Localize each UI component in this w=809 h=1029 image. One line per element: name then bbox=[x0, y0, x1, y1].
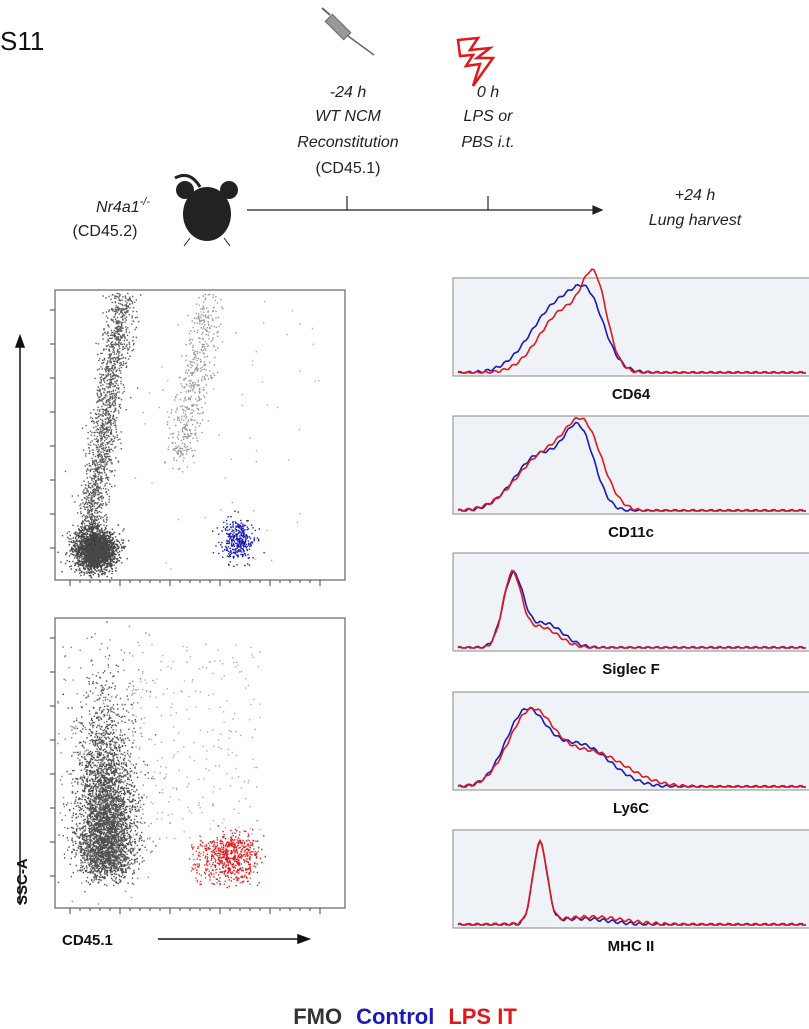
histogram-curve bbox=[457, 838, 806, 926]
histogram-frame bbox=[452, 415, 809, 515]
histogram-frame bbox=[452, 691, 809, 791]
histogram-curve bbox=[457, 706, 806, 788]
histogram-frame bbox=[452, 552, 809, 652]
histograms: CD64 CD11c Siglec F Ly6C MHC II bbox=[452, 268, 809, 955]
histogram-label: Ly6C bbox=[613, 800, 649, 817]
histogram-label: CD11c bbox=[608, 524, 654, 541]
scatter-ticks bbox=[50, 309, 321, 586]
histogram-curve bbox=[457, 707, 806, 788]
legend: FMO Control LPS IT bbox=[293, 1004, 517, 1029]
histogram-curve bbox=[457, 283, 806, 374]
step-time: +24 h bbox=[675, 187, 716, 204]
histogram-label: Siglec F bbox=[602, 661, 660, 678]
scatter-dots bbox=[190, 840, 252, 886]
mouse-strain: (CD45.2) bbox=[73, 223, 138, 240]
y-axis-label: SSC-A bbox=[14, 858, 31, 905]
legend-entry: FMO bbox=[293, 1004, 342, 1029]
histogram-curve bbox=[457, 421, 806, 512]
timeline bbox=[247, 196, 604, 215]
legend-entry: LPS IT bbox=[448, 1004, 517, 1029]
syringe-icon bbox=[321, 7, 375, 56]
histogram-frame bbox=[452, 829, 809, 929]
histogram-label: CD64 bbox=[612, 386, 651, 403]
mouse-genotype: Nr4a1-/- bbox=[96, 196, 150, 216]
lightning-icon bbox=[456, 36, 496, 87]
genotype-name: Nr4a1 bbox=[96, 199, 140, 216]
histogram-curve bbox=[457, 569, 806, 649]
histogram-curve bbox=[457, 268, 806, 374]
scatter-dots bbox=[64, 292, 142, 550]
histogram-curve bbox=[457, 416, 806, 512]
x-axis-label: CD45.1 bbox=[62, 932, 113, 949]
step-time: -24 h bbox=[330, 84, 367, 101]
step-text: Lung harvest bbox=[649, 212, 742, 229]
histogram-frame bbox=[452, 277, 809, 377]
step-text: LPS or bbox=[464, 108, 514, 125]
scatter-dots bbox=[57, 621, 157, 893]
step-text: (CD45.1) bbox=[316, 160, 381, 177]
y-axis-arrow bbox=[14, 333, 26, 905]
scatter-ticks bbox=[50, 637, 321, 914]
scatter-plots bbox=[50, 289, 346, 914]
legend-entry: Control bbox=[356, 1004, 434, 1029]
histogram-label: MHC II bbox=[608, 938, 655, 955]
scatter-dots bbox=[212, 510, 265, 568]
mouse-icon bbox=[174, 174, 238, 247]
figure-label: S11 bbox=[0, 26, 44, 56]
step-time: 0 h bbox=[477, 84, 499, 101]
step-text: WT NCM bbox=[315, 108, 381, 125]
scatter-dots bbox=[57, 509, 130, 579]
step-text: Reconstitution bbox=[297, 134, 398, 151]
step-text: PBS i.t. bbox=[461, 134, 514, 151]
x-axis-arrow bbox=[158, 933, 312, 945]
genotype-sup: -/- bbox=[140, 196, 151, 208]
